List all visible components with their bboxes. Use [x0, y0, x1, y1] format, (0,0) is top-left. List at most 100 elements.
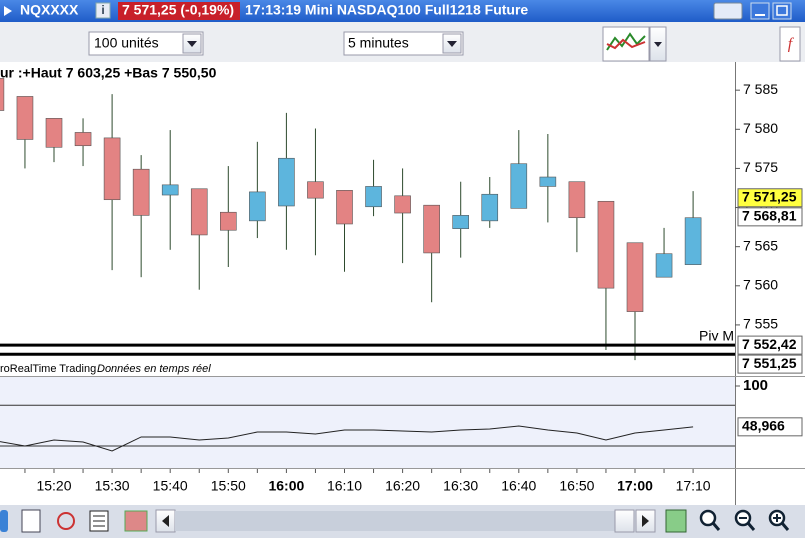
candle-body	[190, 188, 208, 236]
candle-body	[568, 181, 586, 219]
x-tick-label: 16:20	[385, 478, 420, 494]
tool-button[interactable]	[124, 510, 148, 532]
price-marker-label: 7 551,25	[742, 355, 797, 371]
candle-body	[278, 157, 295, 207]
x-tick-label: 15:30	[95, 478, 130, 494]
x-tick-label: 16:30	[443, 478, 478, 494]
info-button[interactable]	[95, 2, 111, 19]
indicator-line	[0, 425, 694, 452]
candle-body	[45, 118, 63, 148]
price-marker-label: 7 568,81	[742, 208, 797, 224]
formula-button[interactable]	[779, 26, 801, 62]
price-panel	[0, 62, 735, 376]
price-marker	[737, 207, 803, 227]
candle-body	[220, 211, 237, 231]
tool-button[interactable]	[57, 512, 75, 530]
candle-body	[539, 176, 557, 187]
zoom-fit[interactable]	[699, 509, 717, 527]
price-marker	[737, 354, 803, 374]
indicator-icon	[606, 38, 646, 50]
tool-button[interactable]	[665, 509, 687, 533]
scroll-arrow	[162, 515, 169, 527]
x-tick-label: 15:20	[36, 478, 71, 494]
price-change-box	[118, 2, 240, 20]
symbol[interactable]: NQXXXX	[20, 2, 79, 18]
tool-button[interactable]	[21, 509, 41, 533]
tool-button[interactable]	[0, 510, 8, 532]
value-marker	[737, 417, 803, 437]
y-tick-label: 7 560	[743, 276, 778, 292]
quantity-dropdown[interactable]	[88, 31, 204, 56]
dropdown-arrow	[187, 41, 197, 47]
zoom-icon	[780, 522, 790, 531]
indicator-icon	[606, 32, 646, 51]
minimize-button[interactable]	[750, 2, 770, 20]
candle-body	[103, 137, 121, 201]
candle-body	[16, 96, 34, 140]
source-note: Données en temps réel	[97, 363, 211, 375]
formula-icon: f	[788, 36, 795, 53]
y-tick-label: 7 575	[743, 159, 778, 175]
description: 17:13:19 Mini NASDAQ100 Full1218 Future	[245, 2, 528, 18]
candle-body	[597, 200, 615, 289]
x-tick-label: 16:00	[268, 478, 304, 494]
x-tick-label: 15:40	[153, 478, 188, 494]
x-tick-label: 15:50	[211, 478, 246, 494]
x-tick-label: 16:40	[501, 478, 536, 494]
quantity-label: 100 unités	[94, 35, 159, 51]
x-tick-label: 16:10	[327, 478, 362, 494]
candle-body	[161, 184, 179, 196]
time-axis	[0, 469, 735, 505]
y-tick-label: 100	[743, 377, 768, 394]
candle-body	[510, 163, 528, 209]
dropdown-arrow	[654, 42, 662, 47]
candle-body	[684, 217, 702, 265]
scroll-arrow	[642, 515, 649, 527]
candle-body	[365, 186, 382, 208]
zoom-icon	[746, 522, 756, 531]
source: roRealTime Trading	[0, 363, 96, 375]
price-change: 7 571,25 (-0,19%)	[122, 2, 234, 18]
dropdown-arrow	[447, 41, 457, 47]
info-text: ur :+Haut 7 603,25 +Bas 7 550,50	[0, 65, 217, 81]
x-tick-label: 16:50	[559, 478, 594, 494]
info-label: i	[101, 3, 104, 17]
x-tick-label: 17:10	[676, 478, 711, 494]
price-marker-label: 7 571,25	[742, 188, 797, 204]
candle-body	[452, 215, 470, 229]
price-marker	[737, 335, 803, 355]
candle-body	[132, 168, 150, 216]
interval-dropdown[interactable]	[343, 31, 464, 56]
zoom-icon	[711, 522, 721, 531]
pivot-label: Piv M	[699, 328, 734, 344]
y-tick-label: 7 585	[743, 81, 778, 97]
price-marker	[737, 188, 803, 208]
candle-body	[336, 190, 353, 225]
candle-body	[481, 193, 499, 222]
collapse-icon[interactable]	[4, 6, 12, 16]
interval-label: 5 minutes	[348, 35, 409, 51]
indicator-panel	[0, 377, 735, 468]
value-marker-label: 48,966	[742, 418, 785, 434]
price-marker-label: 7 552,42	[742, 336, 797, 352]
scroll-thumb[interactable]	[614, 509, 635, 533]
y-tick-label: 7 580	[743, 120, 778, 136]
candle-body	[74, 132, 92, 147]
candle-body	[394, 195, 411, 214]
zoom-icon	[773, 514, 781, 522]
candle-body	[0, 78, 5, 111]
y-tick-label: 7 555	[743, 316, 778, 332]
candle-body	[307, 181, 324, 199]
tool-icon	[93, 515, 105, 527]
candle-body	[249, 191, 266, 222]
x-tick-label: 17:00	[617, 478, 653, 494]
candle-body	[655, 253, 673, 278]
y-tick-label: 7 565	[743, 237, 778, 253]
scroll-track[interactable]	[175, 511, 615, 531]
keyboard-button[interactable]	[713, 2, 743, 20]
candle-body	[626, 242, 644, 312]
maximize-icon	[776, 5, 788, 16]
candle-body	[423, 204, 440, 254]
